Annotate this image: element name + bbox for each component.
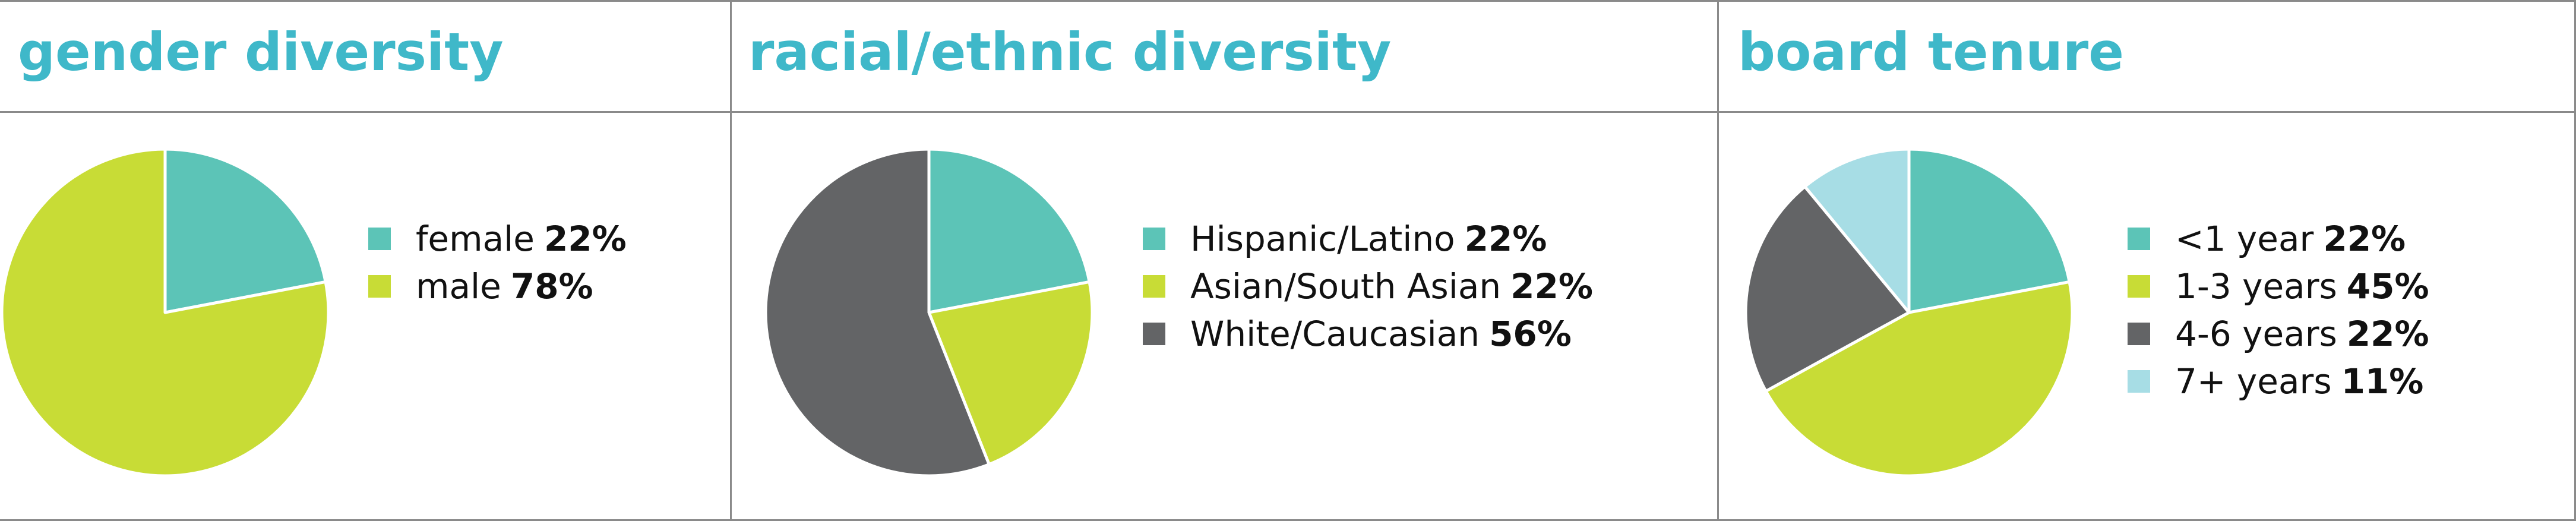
legend-swatch	[368, 228, 391, 250]
legend-value: 22%	[543, 219, 627, 259]
pie-slice-white-caucasian	[764, 147, 991, 478]
panel-divider-2	[1717, 0, 1719, 521]
legend-label: Asian/South Asian	[1190, 266, 1502, 307]
legend-value: 22%	[1464, 219, 1547, 259]
legend-item-male: male 78%	[368, 263, 627, 310]
legend-value: 78%	[510, 266, 593, 307]
pie-slice-asian-south-asian	[927, 280, 1094, 466]
pie-slice-male	[0, 147, 330, 478]
pie-slice-1-year	[1907, 147, 2071, 314]
gender-diversity-pie	[0, 147, 330, 478]
legend-value: 11%	[2341, 361, 2424, 402]
legend-item-asian-south-asian: Asian/South Asian 22%	[1143, 263, 1593, 310]
legend-value: 45%	[2346, 266, 2429, 307]
racial-ethnic-diversity-title: racial/ethnic diversity	[748, 21, 1392, 83]
legend-label: female	[416, 219, 535, 259]
panel-divider-3	[2574, 0, 2576, 521]
legend-swatch	[368, 275, 391, 298]
header-divider	[0, 111, 2576, 113]
legend-label: Hispanic/Latino	[1190, 219, 1455, 259]
board-tenure-pie	[1744, 147, 2074, 478]
pie-slice-4-6-years	[1744, 185, 1911, 393]
legend-swatch	[2128, 323, 2150, 345]
legend-swatch	[2128, 275, 2150, 298]
legend-label: White/Caucasian	[1190, 314, 1480, 354]
legend-swatch	[2128, 228, 2150, 250]
gender-diversity-title: gender diversity	[18, 21, 504, 83]
racial-ethnic-diversity-pie	[764, 147, 1094, 478]
legend-item-female: female 22%	[368, 215, 627, 263]
legend-label: <1 year	[2175, 219, 2314, 259]
legend-swatch	[2128, 370, 2150, 393]
legend-value: 22%	[2346, 314, 2429, 354]
gender-diversity-legend: female 22% male 78%	[368, 215, 627, 310]
top-border	[0, 0, 2576, 2]
legend-item-white-caucasian: White/Caucasian 56%	[1143, 310, 1593, 358]
legend-label: 7+ years	[2175, 361, 2332, 402]
legend-label: male	[416, 266, 501, 307]
pie-slice-hispanic-latino	[927, 147, 1091, 314]
legend-value: 56%	[1489, 314, 1572, 354]
legend-item-under-1-year: <1 year 22%	[2128, 215, 2429, 263]
legend-item-1-3-years: 1-3 years 45%	[2128, 263, 2429, 310]
legend-item-hispanic-latino: Hispanic/Latino 22%	[1143, 215, 1593, 263]
legend-label: 4-6 years	[2175, 314, 2337, 354]
panel-divider-1	[730, 0, 732, 521]
legend-item-4-6-years: 4-6 years 22%	[2128, 310, 2429, 358]
pie-slice-7-years	[1803, 147, 1911, 314]
legend-swatch	[1143, 323, 1165, 345]
racial-ethnic-diversity-legend: Hispanic/Latino 22% Asian/South Asian 22…	[1143, 215, 1593, 358]
legend-label: 1-3 years	[2175, 266, 2337, 307]
legend-value: 22%	[2323, 219, 2406, 259]
legend-swatch	[1143, 275, 1165, 298]
legend-item-7-plus-years: 7+ years 11%	[2128, 358, 2429, 405]
board-tenure-legend: <1 year 22% 1-3 years 45% 4-6 years 22% …	[2128, 215, 2429, 405]
pie-slice-1-3-years	[1764, 280, 2074, 478]
legend-swatch	[1143, 228, 1165, 250]
bottom-border	[0, 519, 2576, 521]
legend-value: 22%	[1510, 266, 1593, 307]
board-tenure-title: board tenure	[1738, 21, 2124, 83]
pie-slice-female	[163, 147, 327, 314]
